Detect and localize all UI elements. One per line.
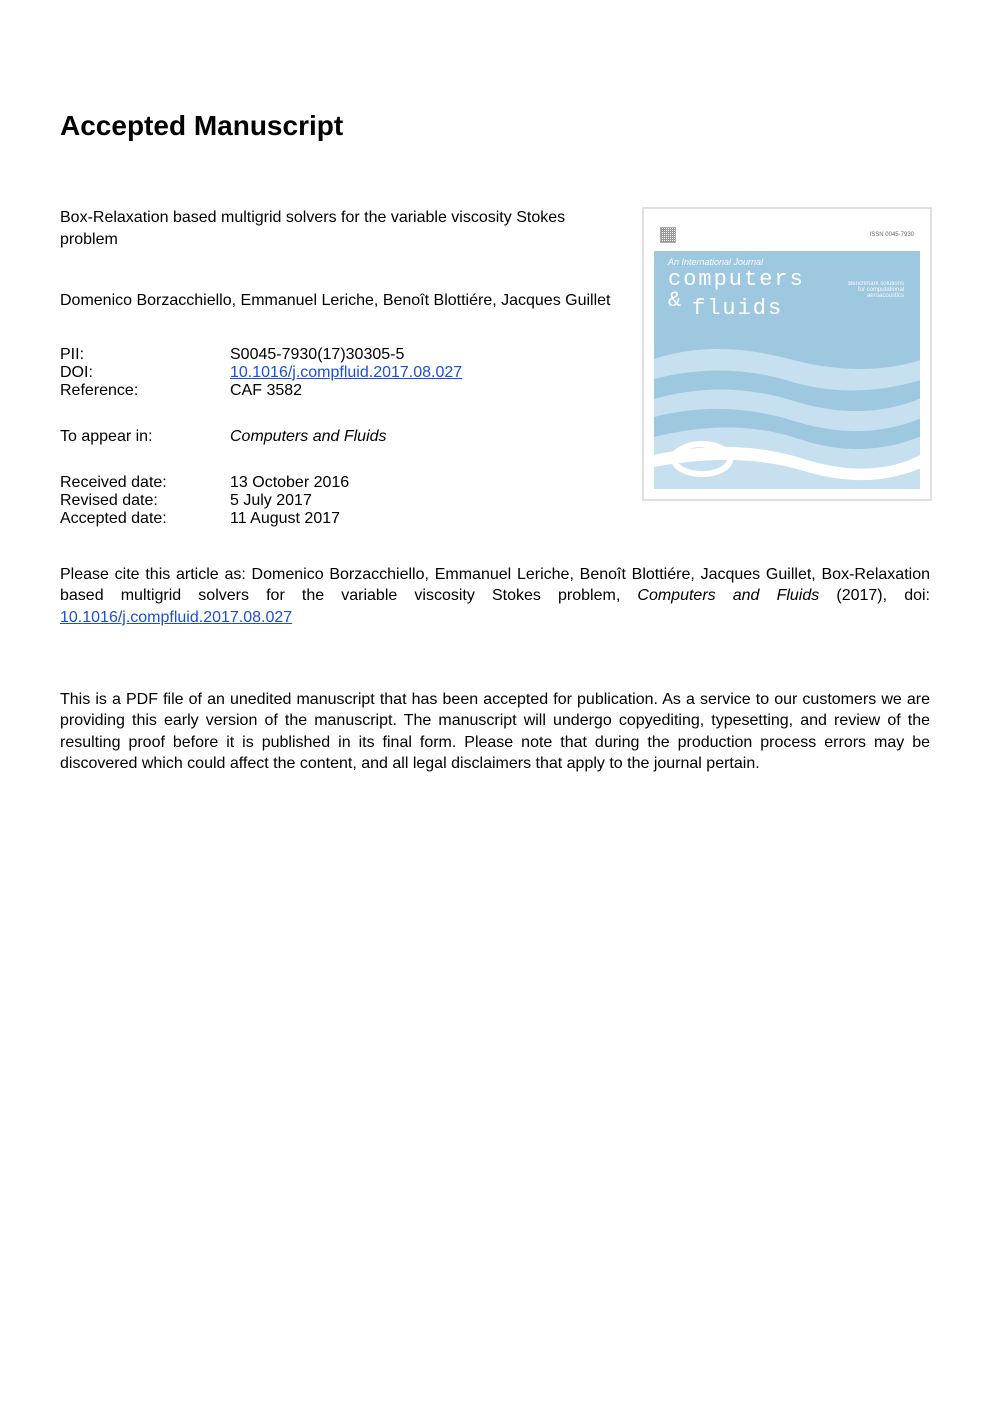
doi-label: DOI: (60, 364, 230, 382)
meta-pii: PII: S0045-7930(17)30305-5 (60, 346, 612, 364)
meta-received: Received date: 13 October 2016 (60, 474, 612, 492)
meta-reference: Reference: CAF 3582 (60, 382, 612, 400)
doi-link[interactable]: 10.1016/j.compfluid.2017.08.027 (230, 364, 462, 382)
appear-label: To appear in: (60, 428, 230, 446)
pii-label: PII: (60, 346, 230, 364)
revised-label: Revised date: (60, 492, 230, 510)
cover-word-fluids: fluids (692, 299, 910, 319)
cover-issn: ISSN 0045-7930 (870, 232, 914, 238)
journal-cover: ISSN 0045-7930 An International Journal … (654, 219, 920, 489)
article-authors: Domenico Borzacchiello, Emmanuel Leriche… (60, 290, 612, 312)
revised-value: 5 July 2017 (230, 492, 312, 510)
page-title: Accepted Manuscript (60, 110, 932, 142)
appear-value: Computers and Fluids (230, 428, 387, 446)
citation-doi-link[interactable]: 10.1016/j.compfluid.2017.08.027 (60, 609, 292, 626)
citation-year: (2017), doi: (819, 587, 930, 604)
pii-value: S0045-7930(17)30305-5 (230, 346, 404, 364)
meta-revised: Revised date: 5 July 2017 (60, 492, 612, 510)
cover-title-band: An International Journal computers & Ben… (654, 251, 920, 323)
accepted-label: Accepted date: (60, 510, 230, 528)
meta-accepted: Accepted date: 11 August 2017 (60, 510, 612, 528)
citation-journal: Computers and Fluids (637, 587, 819, 604)
elsevier-logo-icon (660, 227, 676, 243)
disclaimer: This is a PDF file of an unedited manusc… (60, 689, 930, 775)
cover-wave-art (654, 339, 920, 489)
cover-topbar: ISSN 0045-7930 (654, 219, 920, 251)
received-label: Received date: (60, 474, 230, 492)
article-title: Box-Relaxation based multigrid solvers f… (60, 207, 612, 250)
cover-subtitle: An International Journal (668, 257, 910, 267)
page: Accepted Manuscript Box-Relaxation based… (0, 0, 992, 1403)
reference-label: Reference: (60, 382, 230, 400)
journal-cover-frame: ISSN 0045-7930 An International Journal … (642, 207, 932, 501)
cover-small-text: Benchmark solutions for computational ae… (668, 281, 910, 299)
received-value: 13 October 2016 (230, 474, 349, 492)
meta-appear: To appear in: Computers and Fluids (60, 428, 612, 446)
meta-doi: DOI: 10.1016/j.compfluid.2017.08.027 (60, 364, 612, 382)
left-column: Box-Relaxation based multigrid solvers f… (60, 207, 612, 528)
citation-block: Please cite this article as: Domenico Bo… (60, 564, 930, 629)
top-row: Box-Relaxation based multigrid solvers f… (60, 207, 932, 528)
reference-value: CAF 3582 (230, 382, 302, 400)
accepted-value: 11 August 2017 (230, 510, 340, 528)
